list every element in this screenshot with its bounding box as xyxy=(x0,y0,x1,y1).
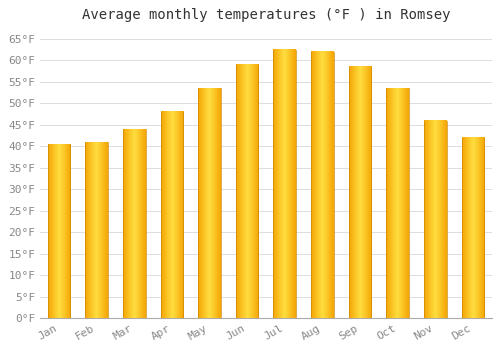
Title: Average monthly temperatures (°F ) in Romsey: Average monthly temperatures (°F ) in Ro… xyxy=(82,8,450,22)
